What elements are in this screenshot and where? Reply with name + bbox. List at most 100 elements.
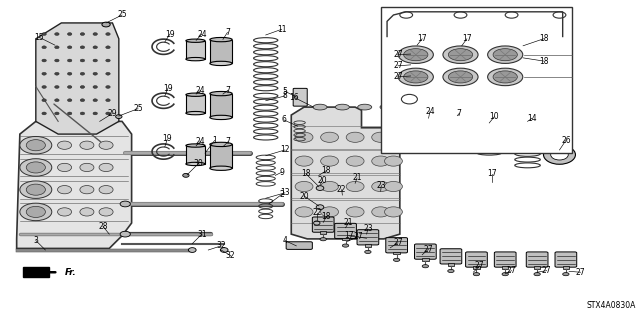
Ellipse shape	[419, 136, 439, 139]
Ellipse shape	[372, 182, 390, 192]
Text: 17: 17	[488, 169, 497, 178]
Text: 20: 20	[300, 191, 309, 201]
Ellipse shape	[20, 137, 52, 154]
Ellipse shape	[93, 99, 97, 102]
Ellipse shape	[404, 71, 428, 83]
Text: Fr.: Fr.	[65, 268, 76, 277]
Ellipse shape	[488, 46, 523, 63]
Text: 17: 17	[417, 34, 427, 43]
Bar	[210, 40, 232, 63]
Ellipse shape	[93, 59, 97, 62]
Ellipse shape	[372, 132, 390, 142]
Text: 29: 29	[108, 109, 117, 118]
Ellipse shape	[314, 221, 320, 225]
Text: 27: 27	[475, 261, 484, 271]
Bar	[473, 266, 479, 269]
Ellipse shape	[80, 163, 94, 172]
Bar	[563, 266, 569, 269]
Ellipse shape	[550, 150, 568, 160]
Ellipse shape	[346, 156, 364, 166]
Ellipse shape	[210, 142, 232, 146]
Ellipse shape	[186, 162, 205, 166]
Text: 30: 30	[194, 159, 204, 168]
Text: 17: 17	[462, 34, 472, 43]
Ellipse shape	[182, 174, 189, 177]
Ellipse shape	[443, 46, 478, 63]
Text: STX4A0830A: STX4A0830A	[587, 301, 636, 310]
Ellipse shape	[295, 156, 313, 166]
Ellipse shape	[67, 33, 72, 35]
Text: 24: 24	[425, 108, 435, 116]
Ellipse shape	[385, 207, 403, 217]
Ellipse shape	[42, 59, 46, 62]
Ellipse shape	[106, 46, 110, 49]
Ellipse shape	[321, 182, 339, 192]
Ellipse shape	[385, 132, 403, 142]
Text: 19: 19	[163, 134, 172, 143]
Text: 23: 23	[363, 224, 372, 233]
Ellipse shape	[67, 112, 72, 115]
Ellipse shape	[385, 156, 403, 166]
Text: 24: 24	[196, 86, 205, 95]
Ellipse shape	[106, 112, 110, 115]
Ellipse shape	[210, 92, 232, 96]
Text: 25: 25	[117, 11, 127, 19]
Ellipse shape	[42, 99, 46, 102]
FancyBboxPatch shape	[357, 230, 379, 245]
Ellipse shape	[80, 85, 84, 88]
Ellipse shape	[445, 140, 469, 145]
Ellipse shape	[26, 184, 45, 195]
Ellipse shape	[320, 238, 326, 241]
Ellipse shape	[106, 85, 110, 88]
Ellipse shape	[404, 49, 428, 61]
Ellipse shape	[54, 46, 59, 49]
Ellipse shape	[54, 85, 59, 88]
Bar	[210, 145, 232, 168]
Ellipse shape	[93, 72, 97, 75]
Text: 1: 1	[212, 136, 217, 145]
Text: 3: 3	[33, 236, 38, 245]
Bar	[448, 263, 454, 266]
FancyBboxPatch shape	[415, 244, 436, 259]
Ellipse shape	[449, 71, 472, 83]
Ellipse shape	[380, 104, 394, 110]
Polygon shape	[36, 23, 119, 134]
Text: 11: 11	[277, 25, 287, 34]
Ellipse shape	[419, 116, 439, 120]
Ellipse shape	[106, 33, 110, 35]
Text: 22: 22	[337, 185, 346, 194]
Text: 27: 27	[424, 245, 433, 254]
Ellipse shape	[385, 182, 403, 192]
Ellipse shape	[42, 46, 46, 49]
Ellipse shape	[20, 159, 52, 176]
Ellipse shape	[58, 186, 72, 194]
Ellipse shape	[321, 156, 339, 166]
Text: 7: 7	[226, 137, 230, 146]
Ellipse shape	[99, 186, 113, 194]
Polygon shape	[291, 107, 400, 239]
Ellipse shape	[20, 181, 52, 198]
Ellipse shape	[42, 112, 46, 115]
Bar	[365, 244, 371, 247]
Text: 7: 7	[226, 86, 230, 95]
Text: 17: 17	[344, 231, 353, 240]
Text: 10: 10	[490, 112, 499, 121]
Ellipse shape	[54, 99, 59, 102]
Ellipse shape	[398, 68, 433, 86]
Ellipse shape	[316, 205, 324, 210]
Ellipse shape	[316, 186, 324, 190]
Text: 4: 4	[282, 236, 287, 245]
Ellipse shape	[321, 207, 339, 217]
Text: 28: 28	[98, 222, 108, 231]
Text: 22: 22	[312, 208, 321, 217]
Ellipse shape	[80, 72, 84, 75]
Ellipse shape	[186, 39, 205, 42]
Ellipse shape	[210, 115, 232, 120]
Ellipse shape	[67, 85, 72, 88]
Text: 18: 18	[539, 56, 548, 65]
Ellipse shape	[210, 37, 232, 42]
FancyBboxPatch shape	[386, 238, 408, 253]
Ellipse shape	[473, 272, 479, 276]
FancyBboxPatch shape	[335, 223, 356, 239]
Ellipse shape	[58, 141, 72, 149]
